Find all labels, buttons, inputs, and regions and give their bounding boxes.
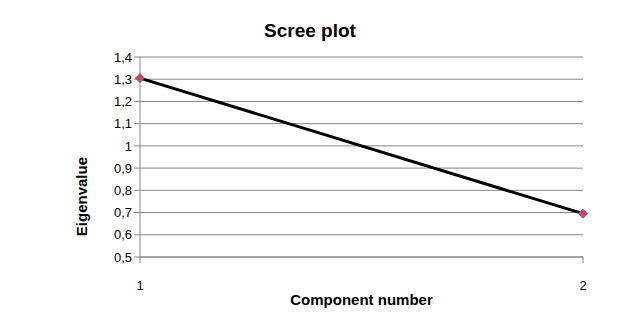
svg-text:1: 1	[125, 139, 132, 154]
svg-text:0,6: 0,6	[114, 227, 132, 242]
svg-text:1,4: 1,4	[114, 50, 132, 65]
svg-text:1,1: 1,1	[114, 116, 132, 131]
svg-text:0,8: 0,8	[114, 183, 132, 198]
svg-text:1,3: 1,3	[114, 72, 132, 87]
svg-text:1,2: 1,2	[114, 94, 132, 109]
svg-text:Component number: Component number	[290, 291, 433, 308]
svg-text:1: 1	[136, 278, 143, 293]
svg-text:0,5: 0,5	[114, 250, 132, 265]
html-text:Scree plot: Scree plot	[264, 20, 356, 41]
svg-text:Eigenvalue: Eigenvalue	[73, 157, 90, 236]
svg-text:2: 2	[579, 278, 586, 293]
svg-text:0,9: 0,9	[114, 161, 132, 176]
svg-text:0,7: 0,7	[114, 205, 132, 220]
